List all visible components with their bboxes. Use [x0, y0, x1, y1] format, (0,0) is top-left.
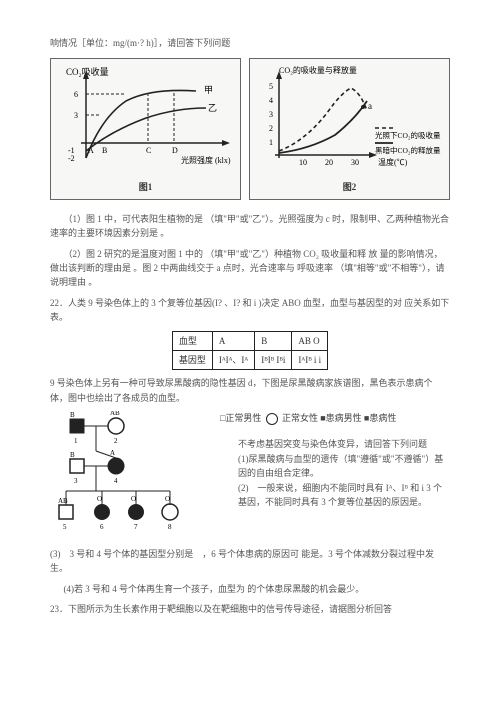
- chart2-svg: CO₂的吸收量与释放量 1 2 3 4 5 a 10 20 30 温度(℃) 光…: [255, 63, 445, 178]
- q22-intro: 22．人类 9 号染色体上的 3 个复等位基因(I? 、I? 和 i )决定 A…: [50, 296, 450, 325]
- pedigree-legend: □正常男性 正常女性 ■患病男性 ■患病性: [220, 411, 450, 425]
- ped-7-n: 7: [134, 523, 138, 531]
- chart1-caption: 图1: [139, 180, 153, 194]
- ped-2-tag: AB: [110, 411, 120, 417]
- chart1-yt-3: 3: [74, 111, 78, 120]
- pedigree-row: B 1 AB 2 B 3 A 4 AB 5 O 6 O 7 O 8: [50, 411, 450, 541]
- bt-r1c3: B: [255, 331, 292, 350]
- blood-row-2: 基因型 IᴬIᴬ、Iᴬ IᴮIᴮ Iᴮi IᴬIᴮ i i: [172, 350, 327, 369]
- ped-3: [70, 459, 84, 473]
- ped-8-tag: O: [165, 495, 170, 503]
- chart1-xarrow: [222, 140, 230, 146]
- leg-b: 正常女性: [282, 413, 318, 423]
- header-line: 响情况［单位：mg/(m·? h)］，请回答下列问题: [50, 36, 450, 50]
- q22-sub2: (1)尿黑酸病与血型的遗传（填"遵循"或"不遵循"）基因的自由组合定律。: [238, 452, 450, 481]
- ped-7: [128, 504, 144, 520]
- q22-3: (3) 3 号和 4 号个体的基因型分别是 ，6 号个体患病的原因可 能是。3 …: [50, 547, 450, 576]
- q22-sub3: (2) 一般来说，细胞内不能同时具有 Iᴬ、Iᴮ 和 i 3 个基因，不能同时具…: [238, 481, 450, 510]
- ped-6: [94, 504, 110, 520]
- bt-r2c4: IᴬIᴮ i i: [292, 350, 328, 369]
- chart2-leg1: 光照下CO₂的吸收量: [375, 130, 441, 140]
- chart2-xlabel: 温度(℃): [378, 157, 408, 167]
- chart1-curve-yi: [86, 108, 206, 151]
- q22-body: 9 号染色体上另有一种可导致尿黑酸病的隐性基因 d，下图是尿黑酸病家族谱图，黑色…: [50, 376, 450, 405]
- q22-4: (4)若 3 号和 4 号个体再生育一个孩子，血型为 的个体患尿黑酸的机会最少。: [50, 582, 450, 596]
- chart1-box: CO₂吸收量 6 3 -1 -2 A B C D 甲 乙: [50, 58, 241, 199]
- bt-r1c2: A: [212, 331, 254, 350]
- chart1-label-yi: 乙: [208, 103, 217, 113]
- chart2-yt1: 1: [269, 138, 273, 147]
- chart1-xt-c: C: [146, 146, 151, 155]
- chart2-point-a: [361, 105, 365, 109]
- bt-r1c1: 血型: [172, 331, 212, 350]
- ped-7-tag: O: [131, 495, 136, 503]
- chart2-yt5: 5: [269, 82, 273, 91]
- chart1-yt-n2: -2: [68, 154, 75, 163]
- ped-2: [108, 418, 124, 434]
- bt-r2c1: 基因型: [172, 350, 212, 369]
- ped-4-n: 4: [114, 477, 118, 485]
- ped-3-tag: B: [70, 451, 75, 459]
- chart2-point-label: a: [368, 101, 372, 111]
- ped-5: [59, 505, 73, 519]
- chart2-yt4: 4: [269, 96, 273, 105]
- chart1-xt-b: B: [102, 146, 107, 155]
- ped-6-tag: O: [97, 495, 102, 503]
- q2: （2）图 2 研究的是温度对图 1 中的 （填"甲"或"乙"）种植物 CO₂ 吸…: [50, 247, 450, 290]
- q23: 23．下图所示为生长素作用于靶细胞以及在靶细胞中的信号传导途径，请据图分析回答: [50, 602, 450, 616]
- charts-row: CO₂吸收量 6 3 -1 -2 A B C D 甲 乙: [50, 58, 450, 199]
- ped-3-n: 3: [74, 477, 78, 485]
- chart2-yt3: 3: [269, 110, 273, 119]
- ped-6-n: 6: [100, 523, 104, 531]
- chart2-xt30: 30: [351, 158, 359, 167]
- leg-a: □正常男性: [220, 413, 261, 423]
- chart1-xt-a: A: [88, 146, 94, 155]
- ped-2-n: 2: [114, 437, 118, 445]
- ped-1-n: 1: [74, 437, 78, 445]
- bt-r2c2: IᴬIᴬ、Iᴬ: [212, 350, 254, 369]
- chart2-box: CO₂的吸收量与释放量 1 2 3 4 5 a 10 20 30 温度(℃) 光…: [249, 58, 450, 199]
- chart2-xt10: 10: [299, 158, 307, 167]
- chart2-ylabel: CO₂的吸收量与释放量: [279, 65, 357, 75]
- chart1-yt-6: 6: [74, 90, 78, 99]
- pedigree-right-col: □正常男性 正常女性 ■患病男性 ■患病性 不考虑基因突变与染色体变异，请回答下…: [220, 411, 450, 509]
- ped-1-tag: B: [70, 411, 75, 419]
- leg-c: ■患病男性: [320, 413, 361, 423]
- chart2-yt2: 2: [269, 124, 273, 133]
- chart2-xt20: 20: [325, 158, 333, 167]
- chart2-caption: 图2: [343, 180, 357, 194]
- q22-sub1: 不考虑基因突变与染色体变异，请回答下列问题: [238, 437, 450, 451]
- ped-5-n: 5: [63, 523, 67, 531]
- ped-4: [108, 458, 124, 474]
- bt-r2c3: IᴮIᴮ Iᴮi: [255, 350, 292, 369]
- pedigree-svg: B 1 AB 2 B 3 A 4 AB 5 O 6 O 7 O 8: [50, 411, 210, 541]
- leg-d: ■患病性: [364, 413, 396, 423]
- bt-r1c4: AB O: [292, 331, 328, 350]
- blood-type-table: 血型 A B AB O 基因型 IᴬIᴬ、Iᴬ IᴮIᴮ Iᴮi IᴬIᴮ i …: [172, 331, 328, 371]
- ped-8: [162, 504, 178, 520]
- chart2-leg2: 黑暗中CO₂的释放量: [375, 145, 441, 155]
- chart1-xt-d: D: [172, 146, 178, 155]
- ped-8-n: 8: [168, 523, 172, 531]
- chart1-label-jia: 甲: [204, 85, 213, 95]
- ped-1: [70, 419, 84, 433]
- q1: （1）图 1 中，可代表阳生植物的是 （填"甲"或"乙"）。光照强度为 c 时，…: [50, 212, 450, 241]
- blood-row-1: 血型 A B AB O: [172, 331, 327, 350]
- chart1-svg: CO₂吸收量 6 3 -1 -2 A B C D 甲 乙: [56, 63, 236, 178]
- circle-icon: [266, 413, 278, 425]
- ped-5-tag: AB: [58, 497, 68, 505]
- chart1-xlabel: 光照强度 (klx): [181, 155, 231, 165]
